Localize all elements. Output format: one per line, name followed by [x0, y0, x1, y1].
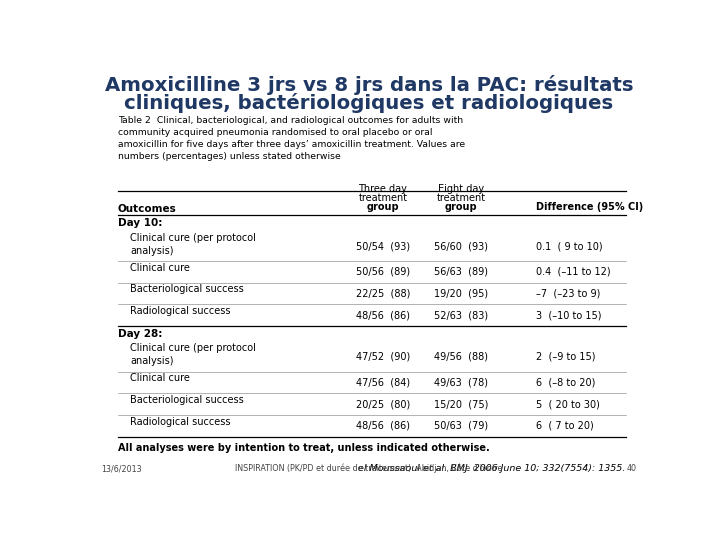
Text: 6  (–8 to 20): 6 (–8 to 20) — [536, 377, 595, 388]
Text: Day 10:: Day 10: — [118, 218, 162, 228]
Text: Outcomes: Outcomes — [118, 205, 176, 214]
Text: 5  ( 20 to 30): 5 ( 20 to 30) — [536, 399, 600, 409]
Text: 6  ( 7 to 20): 6 ( 7 to 20) — [536, 421, 594, 431]
Text: 49/56  (88): 49/56 (88) — [434, 352, 488, 362]
Text: Clinical cure (per protocol
analysis): Clinical cure (per protocol analysis) — [130, 343, 256, 366]
Text: el Moussaoui et al. BMJ. 2006 June 10; 332(7554): 1355.: el Moussaoui et al. BMJ. 2006 June 10; 3… — [359, 464, 626, 474]
Text: 40: 40 — [627, 464, 637, 473]
Text: 2  (–9 to 15): 2 (–9 to 15) — [536, 352, 596, 362]
Text: Bacteriological success: Bacteriological success — [130, 395, 244, 405]
Text: Three day: Three day — [359, 184, 408, 194]
Text: Clinical cure: Clinical cure — [130, 373, 190, 383]
Text: 19/20  (95): 19/20 (95) — [434, 288, 488, 299]
Text: cliniques, bactériologiques et radiologiques: cliniques, bactériologiques et radiologi… — [125, 93, 613, 113]
Text: 15/20  (75): 15/20 (75) — [434, 399, 488, 409]
Text: 47/52  (90): 47/52 (90) — [356, 352, 410, 362]
Text: Clinical cure (per protocol
analysis): Clinical cure (per protocol analysis) — [130, 233, 256, 255]
Text: 47/56  (84): 47/56 (84) — [356, 377, 410, 388]
Text: Radiological success: Radiological success — [130, 416, 230, 427]
Text: 50/56  (89): 50/56 (89) — [356, 267, 410, 277]
Text: 48/56  (86): 48/56 (86) — [356, 421, 410, 431]
Text: group: group — [445, 202, 477, 212]
Text: –7  (–23 to 9): –7 (–23 to 9) — [536, 288, 600, 299]
Text: 20/25  (80): 20/25 (80) — [356, 399, 410, 409]
Text: 52/63  (83): 52/63 (83) — [434, 310, 488, 320]
Text: 0.1  ( 9 to 10): 0.1 ( 9 to 10) — [536, 241, 603, 251]
Text: 50/54  (93): 50/54 (93) — [356, 241, 410, 251]
Text: Amoxicilline 3 jrs vs 8 jrs dans la PAC: résultats: Amoxicilline 3 jrs vs 8 jrs dans la PAC:… — [104, 75, 634, 95]
Text: Clinical cure: Clinical cure — [130, 263, 190, 273]
Text: group: group — [366, 202, 400, 212]
Text: 13/6/2013: 13/6/2013 — [101, 464, 142, 473]
Text: Table 2  Clinical, bacteriological, and radiological outcomes for adults with
co: Table 2 Clinical, bacteriological, and r… — [118, 116, 465, 161]
Text: 3  (–10 to 15): 3 (–10 to 15) — [536, 310, 602, 320]
Text: INSPIRATION (PK/PD et durée de traitement). Abidjan, Côte d'Ivoire: INSPIRATION (PK/PD et durée de traitemen… — [235, 464, 503, 473]
Text: Eight day: Eight day — [438, 184, 484, 194]
Text: 56/60  (93): 56/60 (93) — [434, 241, 488, 251]
Text: treatment: treatment — [436, 193, 485, 203]
Text: Day 28:: Day 28: — [118, 329, 162, 339]
Text: All analyses were by intention to treat, unless indicated otherwise.: All analyses were by intention to treat,… — [118, 443, 490, 453]
Text: Bacteriological success: Bacteriological success — [130, 285, 244, 294]
Text: 48/56  (86): 48/56 (86) — [356, 310, 410, 320]
Text: 0.4  (–11 to 12): 0.4 (–11 to 12) — [536, 267, 611, 277]
Text: 50/63  (79): 50/63 (79) — [434, 421, 488, 431]
Text: treatment: treatment — [359, 193, 408, 203]
Text: Difference (95% CI): Difference (95% CI) — [536, 202, 644, 212]
Text: Radiological success: Radiological success — [130, 306, 230, 316]
Text: 22/25  (88): 22/25 (88) — [356, 288, 410, 299]
Text: 49/63  (78): 49/63 (78) — [434, 377, 488, 388]
Text: 56/63  (89): 56/63 (89) — [434, 267, 488, 277]
